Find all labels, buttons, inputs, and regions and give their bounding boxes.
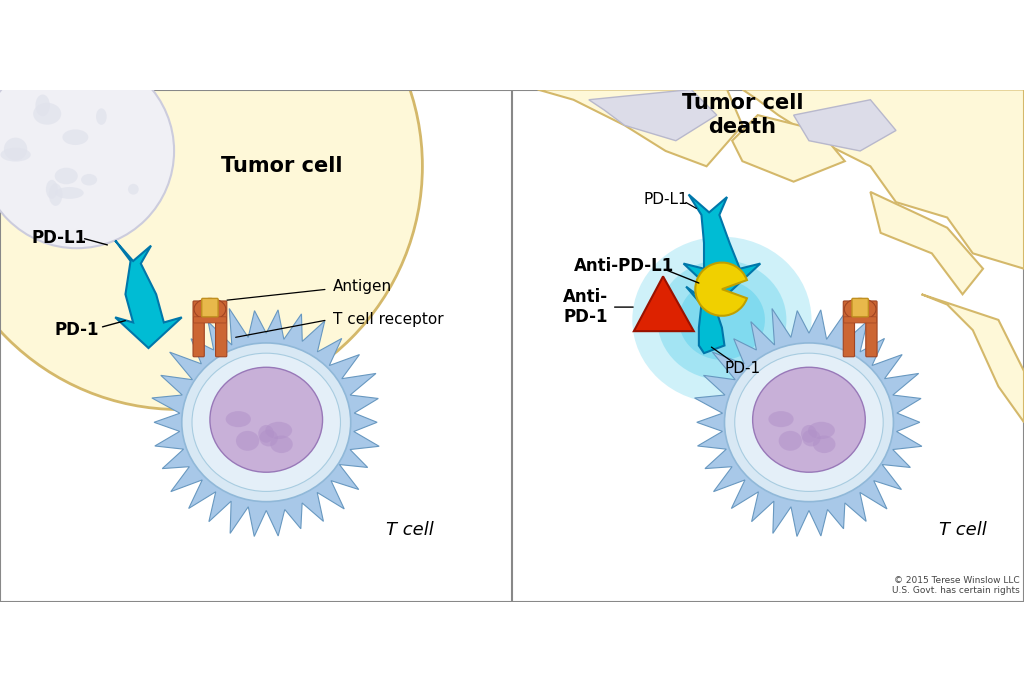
Ellipse shape [0,54,174,248]
FancyBboxPatch shape [193,301,205,357]
Polygon shape [589,90,717,141]
Ellipse shape [33,103,61,124]
Ellipse shape [265,422,292,439]
Ellipse shape [236,431,259,451]
Polygon shape [794,100,896,151]
Text: Anti-PD-L1: Anti-PD-L1 [573,257,674,275]
Polygon shape [152,309,379,536]
Ellipse shape [0,148,31,162]
Ellipse shape [258,425,274,443]
Ellipse shape [768,411,794,427]
Polygon shape [115,240,182,348]
Wedge shape [695,263,746,316]
Text: Anti-
PD-1: Anti- PD-1 [563,287,608,327]
Ellipse shape [725,343,893,502]
Ellipse shape [182,343,350,502]
Ellipse shape [679,280,765,360]
Polygon shape [732,115,845,182]
FancyBboxPatch shape [866,301,877,357]
Ellipse shape [225,411,251,427]
FancyBboxPatch shape [844,301,854,357]
FancyBboxPatch shape [202,299,218,317]
Ellipse shape [81,174,97,185]
Ellipse shape [632,237,811,403]
Text: PD-L1: PD-L1 [643,192,688,207]
Ellipse shape [210,367,323,472]
Ellipse shape [202,304,218,316]
Text: T cell: T cell [939,521,986,539]
Polygon shape [686,287,725,353]
Ellipse shape [778,431,802,451]
Ellipse shape [852,304,868,316]
Ellipse shape [54,168,78,184]
Ellipse shape [813,435,836,453]
Ellipse shape [193,353,340,491]
Ellipse shape [808,422,835,439]
Ellipse shape [259,430,278,446]
Ellipse shape [128,184,138,195]
Ellipse shape [4,138,28,160]
Text: Antigen: Antigen [333,279,392,294]
Ellipse shape [753,367,865,472]
FancyBboxPatch shape [852,299,868,317]
Text: PD-L1: PD-L1 [32,229,86,247]
Ellipse shape [36,95,50,116]
Ellipse shape [49,183,62,206]
Polygon shape [634,276,694,331]
FancyBboxPatch shape [216,301,227,357]
Polygon shape [922,294,1024,422]
Ellipse shape [801,425,817,443]
Polygon shape [538,90,742,167]
Ellipse shape [62,129,88,145]
FancyBboxPatch shape [844,317,877,323]
Ellipse shape [96,108,106,125]
Ellipse shape [0,0,423,410]
Ellipse shape [735,353,883,491]
Ellipse shape [802,430,820,446]
Ellipse shape [845,299,877,320]
Polygon shape [870,192,983,294]
Ellipse shape [657,260,786,380]
Text: Tumor cell
death: Tumor cell death [682,93,803,138]
Ellipse shape [195,299,225,320]
Bar [0,90,512,601]
Text: T cell receptor: T cell receptor [333,312,443,328]
Ellipse shape [46,180,57,199]
Polygon shape [694,309,922,536]
Text: Tumor cell: Tumor cell [221,156,342,176]
Bar [512,90,1024,601]
Ellipse shape [270,435,293,453]
Polygon shape [684,194,760,299]
Text: PD-1: PD-1 [54,321,99,339]
Ellipse shape [55,187,84,199]
Polygon shape [742,90,1024,269]
Text: PD-1: PD-1 [724,361,761,376]
FancyBboxPatch shape [194,317,226,323]
Text: © 2015 Terese Winslow LLC
U.S. Govt. has certain rights: © 2015 Terese Winslow LLC U.S. Govt. has… [892,576,1020,596]
Text: T cell: T cell [386,521,433,539]
